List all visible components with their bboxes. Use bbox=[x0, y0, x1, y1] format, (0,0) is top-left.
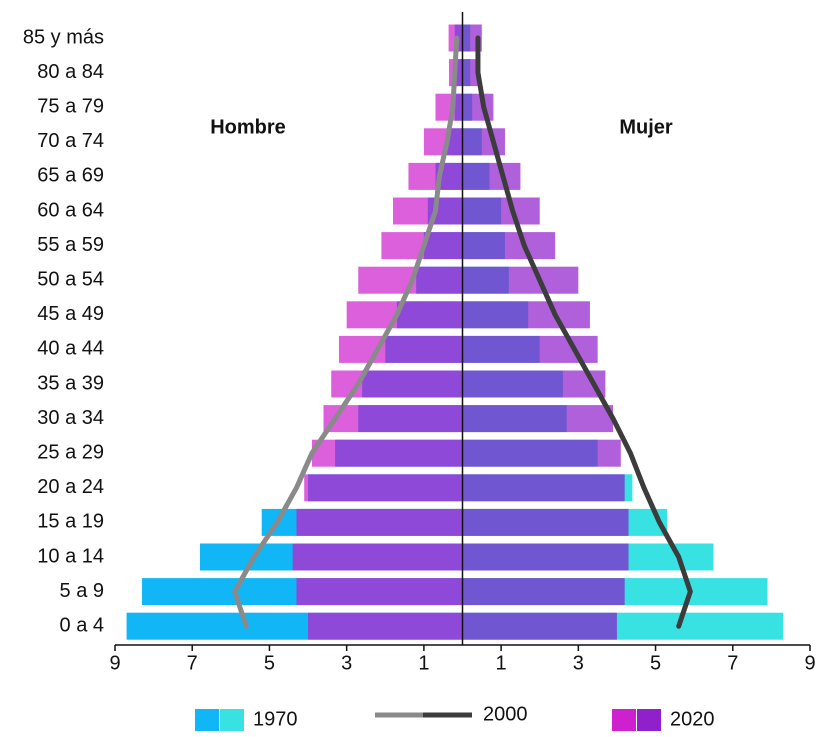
y-tick-label: 30 a 34 bbox=[37, 407, 104, 429]
bar bbox=[296, 508, 463, 536]
x-tick-label: 1 bbox=[418, 652, 429, 674]
y-tick-label: 40 a 44 bbox=[37, 338, 104, 360]
bar bbox=[292, 543, 463, 571]
bar bbox=[462, 578, 625, 606]
y-tick-label: 70 a 74 bbox=[37, 130, 104, 152]
bar bbox=[462, 405, 614, 433]
y-tick-label: 80 a 84 bbox=[37, 61, 104, 83]
bar bbox=[462, 508, 629, 536]
x-tick-label: 5 bbox=[650, 652, 661, 674]
annotation: Hombre bbox=[210, 116, 286, 138]
legend-swatch bbox=[637, 709, 661, 731]
legend-label: 2000 bbox=[483, 703, 528, 725]
y-tick-label: 85 y más bbox=[23, 26, 104, 48]
y-tick-label: 10 a 14 bbox=[37, 545, 104, 567]
bar bbox=[304, 474, 463, 502]
y-tick-label: 0 a 4 bbox=[60, 614, 104, 636]
bar bbox=[462, 543, 629, 571]
legend-swatch bbox=[195, 709, 219, 731]
line bbox=[475, 35, 693, 629]
legend-label: 1970 bbox=[253, 708, 298, 730]
y-tick-label: 60 a 64 bbox=[37, 199, 104, 221]
x-tick-label: 7 bbox=[727, 652, 738, 674]
x-tick-label: 9 bbox=[109, 652, 120, 674]
bar bbox=[462, 370, 606, 398]
legend-label: 2020 bbox=[670, 708, 715, 730]
bar bbox=[323, 405, 463, 433]
y-tick-label: 75 a 79 bbox=[37, 95, 104, 117]
bar bbox=[338, 335, 463, 363]
line bbox=[232, 35, 460, 629]
x-tick-label: 7 bbox=[187, 652, 198, 674]
y-tick-label: 25 a 29 bbox=[37, 441, 104, 463]
bar bbox=[462, 232, 556, 260]
bar bbox=[462, 162, 521, 190]
x-tick-label: 9 bbox=[804, 652, 815, 674]
bar bbox=[462, 197, 540, 225]
bar bbox=[462, 612, 617, 640]
legend-swatch bbox=[612, 709, 636, 731]
bar bbox=[462, 301, 590, 329]
bar bbox=[462, 439, 621, 467]
y-tick-label: 15 a 19 bbox=[37, 511, 104, 533]
x-tick-label: 5 bbox=[264, 652, 275, 674]
y-tick-label: 20 a 24 bbox=[37, 476, 104, 498]
y-tick-label: 45 a 49 bbox=[37, 303, 104, 325]
bar bbox=[296, 578, 463, 606]
x-tick-label: 3 bbox=[573, 652, 584, 674]
bar bbox=[308, 612, 463, 640]
x-tick-label: 1 bbox=[496, 652, 507, 674]
y-tick-label: 5 a 9 bbox=[60, 580, 104, 602]
annotation: Mujer bbox=[619, 116, 673, 138]
bar bbox=[311, 439, 463, 467]
y-tick-label: 35 a 39 bbox=[37, 372, 104, 394]
y-tick-label: 55 a 59 bbox=[37, 234, 104, 256]
legend-swatch bbox=[220, 709, 244, 731]
y-tick-label: 50 a 54 bbox=[37, 268, 104, 290]
x-tick-label: 3 bbox=[341, 652, 352, 674]
bar bbox=[408, 162, 463, 190]
y-tick-label: 65 a 69 bbox=[37, 165, 104, 187]
bar bbox=[393, 197, 463, 225]
bar bbox=[462, 474, 625, 502]
bar bbox=[346, 301, 463, 329]
bar bbox=[462, 266, 579, 294]
